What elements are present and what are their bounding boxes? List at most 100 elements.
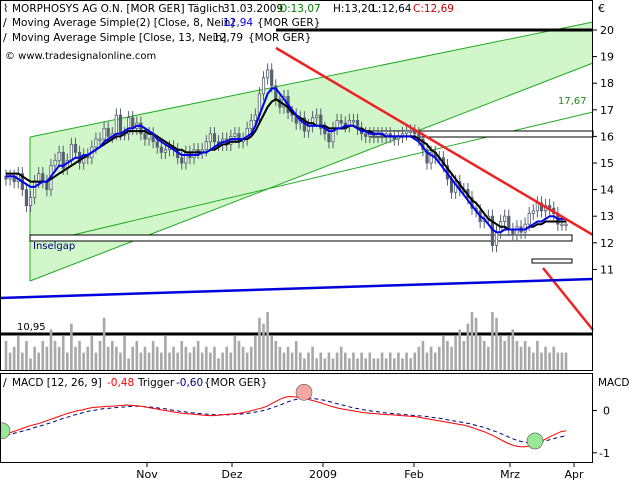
volume-bar [82,352,85,370]
candle-up [102,128,106,140]
volume-bar [160,352,163,370]
trigger-value: -0,60 [176,377,203,389]
volume-bar [388,352,392,370]
volume-bar [356,358,359,370]
volume-bar [499,335,502,370]
volume-bar [372,358,376,370]
volume-bar [12,346,16,370]
volume-bar [515,341,519,370]
level-value-label: 10,95 [17,322,46,333]
volume-bar [393,358,396,370]
volume-bar [115,346,118,370]
legend-low: L:12,64 [372,3,412,15]
channel-value-label: 17,67 [558,96,587,107]
downtrend-line [275,46,594,237]
candle-down [339,120,343,124]
candle-down [139,122,143,135]
macd-axis-title: MACD [598,377,629,389]
candle-up [37,173,41,183]
volume-bar [548,352,551,370]
volume-bar [258,317,261,370]
volume-bar [102,317,106,370]
volume-bar [376,358,380,370]
candle-up [429,151,433,164]
volume-bar [123,335,126,370]
volume-bar [360,352,363,370]
volume-bar [168,352,171,370]
price-tick-label: 18 [600,77,614,90]
candle-down [24,189,29,206]
volume-bar [254,335,257,370]
volume-bar [262,323,265,370]
candle-up [233,133,237,137]
legend-close: C:12,69 [413,3,454,15]
volume-bar [474,317,478,370]
channel-fill [30,22,593,281]
macd-legend: ∕ MACD [12, 26, 9] -0,48 Trigger -0,60 {… [3,376,267,389]
volume-bar [531,352,535,370]
horizontal-levels [0,28,594,336]
volume-bar [380,352,384,370]
volume-bar [184,346,188,370]
candle-up [53,159,57,167]
volume-bar [41,341,45,370]
price-tick-label: 20 [600,24,614,37]
channel-upper-line [29,21,594,138]
volume-bar [16,335,20,370]
volume-bar [98,341,102,370]
volume-bar [139,352,143,370]
volume-bar [495,317,498,370]
candle-up [253,114,257,121]
volume-bar [307,352,310,370]
volume-bar [131,346,135,370]
time-axis: Nov Dez 2009 Feb Mrz Apr [136,462,584,480]
volume-bar [86,346,90,370]
candle-down [106,128,110,137]
volume-bar [221,352,224,370]
volume-bars [4,312,568,370]
macd-line [5,395,567,448]
volume-bar [470,312,474,370]
volume-bar [45,346,49,370]
volume-bar [200,352,204,370]
volume-bar [536,341,539,370]
time-tick-label: Apr [564,468,584,480]
volume-bar [233,335,237,370]
volume-bar [442,335,445,370]
volume-bar [315,358,318,370]
volume-bar [384,358,388,370]
volume-bar [229,352,233,370]
candle-up [28,197,33,206]
volume-bar [294,341,298,370]
channel-lower-line [29,62,594,282]
volume-bar [299,352,302,370]
volume-bar [319,352,323,370]
volume-bar [4,341,8,370]
breakdown-line [542,267,594,331]
volume-bar [458,329,462,370]
legend: ⌇ MORPHOSYS AG O.N. [MOR GER] Täglich 31… [3,2,454,62]
volume-bar [213,346,216,370]
volume-bar [413,352,417,370]
time-tick-label: 2009 [309,468,337,480]
volume-bar [155,346,159,370]
volume-bar [466,323,470,370]
candle-up [409,130,413,133]
volume-bar [523,341,527,370]
sell-signal-marker [295,384,313,401]
candle-up [94,138,98,148]
candle-up [404,130,409,135]
trigger-line [5,397,567,444]
chart-icon: ⌇ [3,2,8,15]
volume-bar [507,335,511,370]
volume-bar [487,346,490,370]
volume-bar [151,341,155,370]
volume-bar [564,352,568,370]
volume-bar [127,358,130,370]
legend-line-ma8: ∕ Moving Average Simple(2) [Close, 8, Ne… [3,16,320,29]
volume-bar [270,335,273,370]
volume-bar [433,352,437,370]
moving-averages [6,87,566,234]
volume-bar [70,323,73,370]
candle-up [204,141,208,151]
